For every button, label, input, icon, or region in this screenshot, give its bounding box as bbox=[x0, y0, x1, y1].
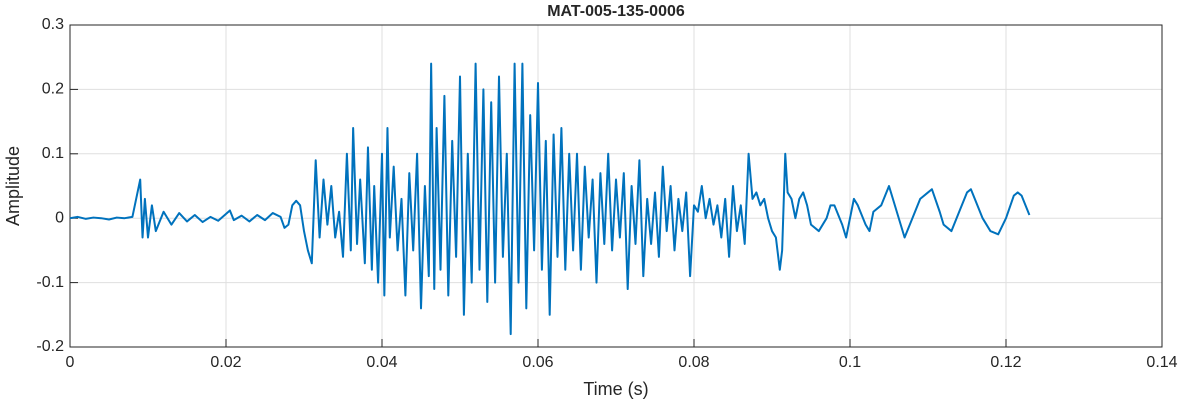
x-tick-label: 0.12 bbox=[990, 354, 1021, 371]
x-tick-label: 0.04 bbox=[366, 354, 397, 371]
x-tick-label: 0.02 bbox=[210, 354, 241, 371]
plot-frame bbox=[69, 24, 1163, 348]
y-tick-label: 0.2 bbox=[42, 81, 64, 98]
x-axis-label: Time (s) bbox=[583, 379, 648, 399]
x-tick-label: 0.14 bbox=[1146, 354, 1177, 371]
x-tick-label: 0.1 bbox=[839, 354, 861, 371]
y-tick-label: -0.1 bbox=[36, 274, 64, 291]
x-tick-label: 0.06 bbox=[522, 354, 553, 371]
chart-title: MAT-005-135-0006 bbox=[547, 3, 685, 20]
y-tick-label: 0.3 bbox=[42, 16, 64, 33]
waveform-line bbox=[69, 62, 1031, 336]
y-tick-label: -0.2 bbox=[36, 338, 64, 355]
x-tick-label: 0.08 bbox=[678, 354, 709, 371]
x-tick-label: 0 bbox=[66, 354, 75, 371]
y-tick-label: 0 bbox=[55, 209, 64, 226]
y-tick-label: 0.1 bbox=[42, 145, 64, 162]
y-axis-label: Amplitude bbox=[3, 146, 23, 226]
